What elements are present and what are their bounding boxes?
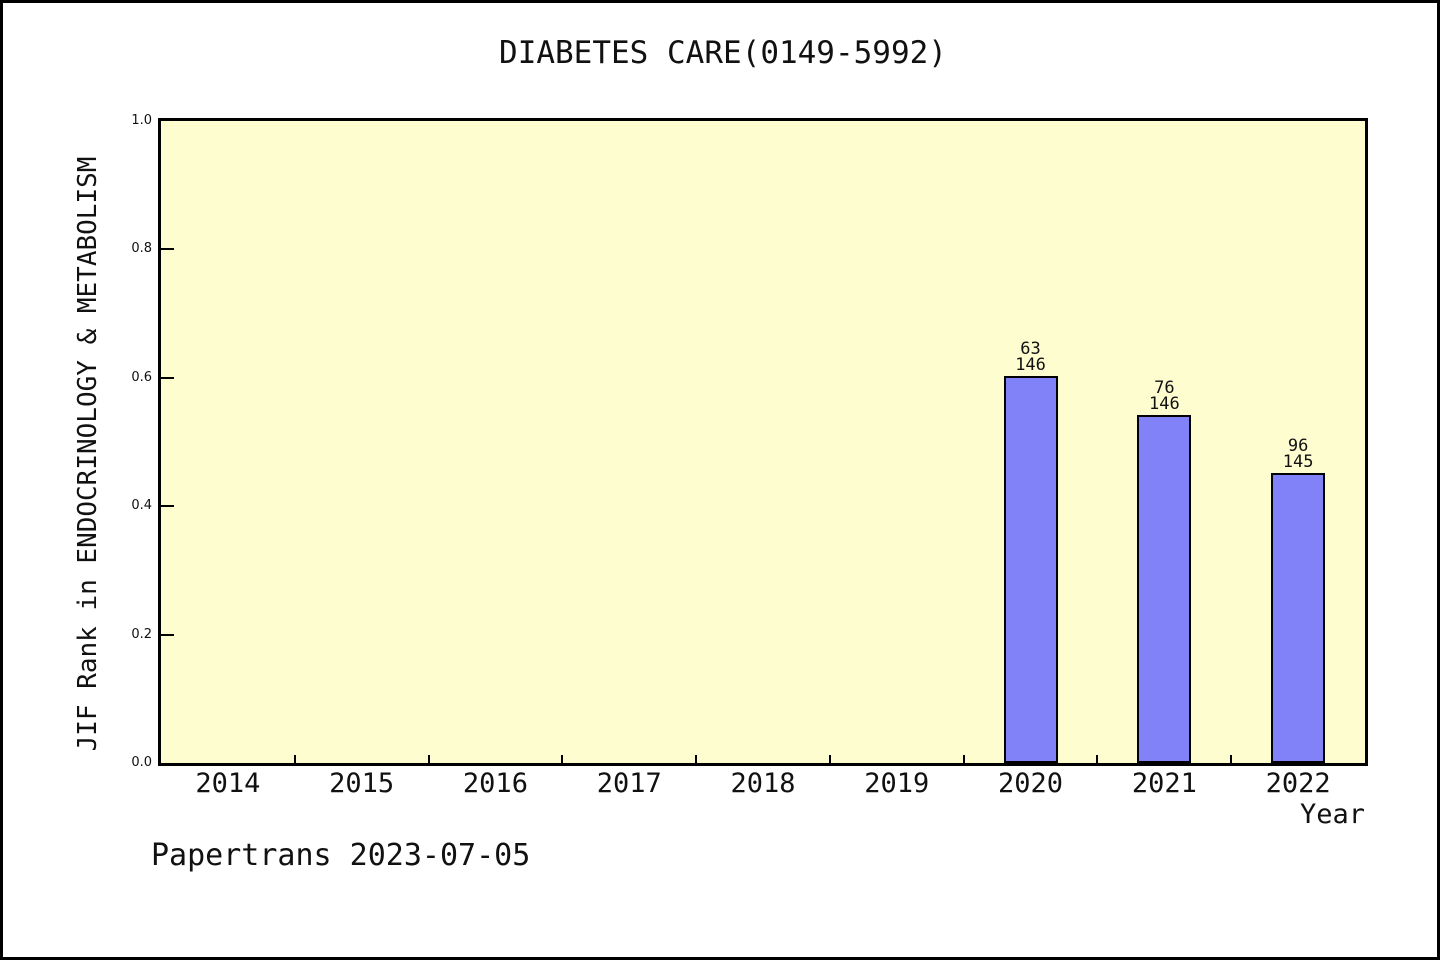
- y-tick-label: 0.4: [131, 498, 152, 514]
- y-tick-mark: [161, 505, 174, 508]
- x-tick-mark: [1230, 755, 1233, 763]
- bar-rank-value: 76: [1154, 378, 1175, 398]
- bar-value-label: 63 146: [986, 339, 1076, 375]
- y-tick-label: 1.0: [131, 113, 152, 128]
- x-tick-mark: [828, 755, 831, 763]
- x-tick-label: 2022: [1265, 768, 1331, 799]
- bar-value-label: 96 145: [1253, 436, 1343, 472]
- x-tick-label: 2014: [195, 768, 261, 799]
- x-tick-label: 2021: [1131, 768, 1197, 799]
- x-tick-label: 2015: [329, 768, 395, 799]
- x-tick-label: 2016: [462, 768, 528, 799]
- y-tick-label: 0.0: [131, 755, 152, 770]
- bar-rank-value: 63: [1020, 339, 1041, 359]
- bar-total-value: 146: [1148, 394, 1180, 414]
- x-tick-mark: [1096, 755, 1099, 763]
- x-tick-mark: [695, 755, 698, 763]
- bar-2022: [1271, 473, 1326, 763]
- x-axis-label: Year: [1299, 799, 1365, 830]
- x-tick-label: 2017: [596, 768, 662, 799]
- x-tick-mark: [561, 755, 564, 763]
- x-tick-label: 2019: [864, 768, 930, 799]
- bar-value-label: 76 146: [1119, 378, 1209, 414]
- x-tick-label: 2018: [730, 768, 796, 799]
- bar-total-value: 145: [1282, 452, 1314, 472]
- x-tick-mark: [962, 755, 965, 763]
- bar-2021: [1137, 415, 1192, 763]
- y-tick-label: 0.8: [131, 241, 152, 257]
- x-tick-mark: [427, 755, 430, 763]
- bar-rank-value: 96: [1287, 436, 1309, 456]
- y-tick-label: 0.2: [131, 626, 152, 642]
- x-tick-label: 2020: [998, 768, 1064, 799]
- y-tick-label: 0.6: [131, 369, 152, 385]
- x-tick-mark: [293, 755, 296, 763]
- y-tick-mark: [161, 633, 174, 636]
- y-tick-mark: [161, 248, 174, 251]
- footer-text: Papertrans 2023-07-05: [151, 838, 531, 873]
- y-tick-mark: [161, 376, 174, 379]
- chart-title: DIABETES CARE(0149-5992): [499, 35, 947, 71]
- bar-total-value: 146: [1015, 355, 1046, 375]
- bar-2020: [1003, 376, 1058, 763]
- y-axis-label: JIF Rank in ENDOCRINOLOGY & METABOLISM: [73, 156, 103, 752]
